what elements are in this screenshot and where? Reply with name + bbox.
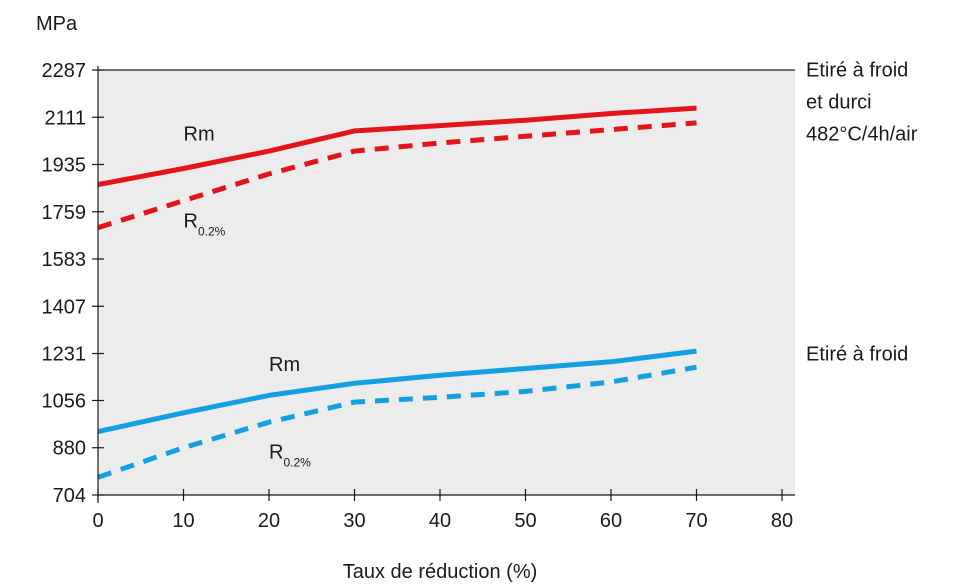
group-label-1: Etiré à froid — [806, 344, 908, 366]
axes-layer: 704 880 1056 1231 1407 1583 1759 1935 2111 2287 0 1… — [42, 60, 795, 532]
y-tick-label: 2111 — [44, 107, 86, 129]
series-line-3 — [97, 364, 697, 480]
x-tick-label: 80 — [771, 510, 793, 532]
x-tick-label: 70 — [685, 510, 707, 532]
group-label-0: Etiré à froid — [806, 59, 908, 81]
series-label-0: Rm — [184, 123, 215, 145]
y-axis-unit-label: MPa — [36, 13, 78, 35]
group-label-0: et durci — [806, 91, 872, 113]
series-label-subscript: 0.2% — [283, 455, 311, 469]
series-line-0 — [97, 105, 697, 188]
y-tick-label: 1231 — [42, 344, 87, 366]
y-tick-label: 2287 — [42, 60, 87, 82]
y-tick-label: 1759 — [42, 202, 87, 224]
x-tick-label: 0 — [92, 510, 103, 532]
group-label-0: 482°C/4h/air — [806, 123, 918, 145]
series-label-2: Rm — [269, 354, 300, 376]
x-axis-title: Taux de réduction (%) — [343, 561, 538, 583]
y-tick-label: 1056 — [42, 390, 87, 412]
x-tick-label: 60 — [600, 510, 622, 532]
y-tick-label: 1407 — [42, 296, 87, 318]
y-tick-label: 1583 — [42, 249, 87, 271]
series-line-2 — [97, 348, 697, 435]
y-tick-label: 704 — [53, 485, 86, 507]
x-tick-label: 30 — [343, 510, 365, 532]
y-tick-label: 880 — [53, 438, 86, 460]
series-layer — [97, 105, 697, 480]
series-label-subscript: 0.2% — [198, 225, 226, 239]
series-line-1 — [97, 120, 697, 230]
x-tick-label: 10 — [172, 510, 194, 532]
x-tick-label: 40 — [429, 510, 451, 532]
y-tick-label: 1935 — [42, 155, 87, 177]
x-tick-label: 20 — [258, 510, 280, 532]
x-tick-label: 50 — [514, 510, 536, 532]
